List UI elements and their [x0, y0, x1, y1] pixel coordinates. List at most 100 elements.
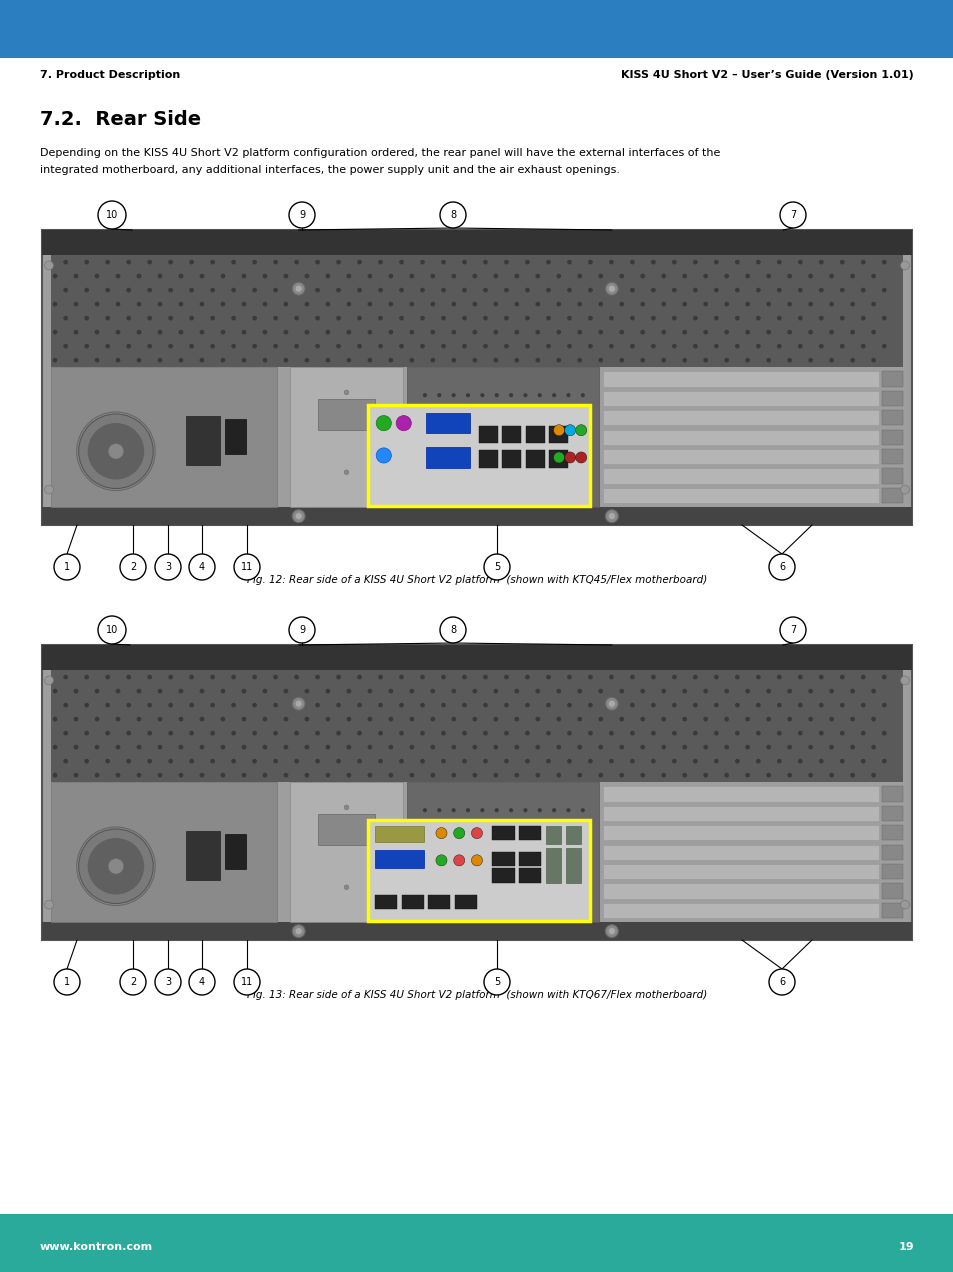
Circle shape — [870, 329, 875, 335]
Circle shape — [436, 828, 447, 838]
Circle shape — [388, 301, 393, 307]
Circle shape — [436, 855, 447, 866]
Bar — [375, 826, 423, 842]
Circle shape — [63, 259, 68, 265]
Circle shape — [482, 259, 487, 265]
Circle shape — [587, 674, 592, 679]
Circle shape — [252, 759, 256, 763]
Circle shape — [723, 357, 728, 363]
Circle shape — [744, 273, 749, 279]
Circle shape — [514, 688, 518, 693]
Circle shape — [84, 259, 89, 265]
Circle shape — [294, 287, 298, 293]
Circle shape — [136, 716, 141, 721]
Circle shape — [580, 435, 584, 439]
Circle shape — [356, 315, 361, 321]
Circle shape — [98, 201, 126, 229]
Circle shape — [849, 688, 854, 693]
Circle shape — [500, 457, 505, 460]
Circle shape — [430, 301, 435, 307]
Circle shape — [120, 969, 146, 995]
Circle shape — [63, 731, 68, 735]
Circle shape — [451, 357, 456, 363]
Circle shape — [154, 969, 181, 995]
Circle shape — [344, 469, 349, 474]
Circle shape — [479, 808, 484, 813]
Bar — [882, 410, 902, 425]
Circle shape — [702, 301, 707, 307]
Circle shape — [618, 273, 623, 279]
Circle shape — [671, 343, 676, 349]
Circle shape — [797, 731, 801, 735]
Circle shape — [136, 329, 141, 335]
Circle shape — [552, 393, 556, 397]
Circle shape — [566, 259, 571, 265]
Bar — [549, 426, 567, 444]
Circle shape — [529, 871, 534, 875]
Circle shape — [220, 357, 225, 363]
Circle shape — [252, 343, 256, 349]
Circle shape — [409, 357, 414, 363]
Circle shape — [294, 513, 302, 520]
Circle shape — [325, 329, 330, 335]
Circle shape — [564, 452, 575, 463]
Circle shape — [262, 301, 267, 307]
Circle shape — [472, 357, 476, 363]
Circle shape — [776, 702, 781, 707]
Circle shape — [629, 759, 634, 763]
Circle shape — [523, 393, 527, 397]
Circle shape — [84, 674, 89, 679]
Circle shape — [356, 702, 361, 707]
Circle shape — [409, 745, 414, 749]
Circle shape — [702, 273, 707, 279]
Circle shape — [566, 477, 570, 481]
Circle shape — [535, 688, 539, 693]
Circle shape — [136, 745, 141, 749]
Circle shape — [375, 416, 391, 431]
Circle shape — [572, 415, 577, 418]
Bar — [368, 404, 590, 506]
Circle shape — [900, 675, 908, 684]
Circle shape — [377, 731, 382, 735]
Circle shape — [45, 261, 53, 270]
Circle shape — [671, 287, 676, 293]
Circle shape — [587, 702, 592, 707]
Circle shape — [241, 301, 246, 307]
Circle shape — [524, 315, 529, 321]
Circle shape — [828, 357, 833, 363]
Circle shape — [94, 301, 99, 307]
Circle shape — [577, 745, 581, 749]
Circle shape — [105, 343, 110, 349]
Bar — [185, 416, 220, 466]
Circle shape — [241, 357, 246, 363]
Circle shape — [157, 273, 162, 279]
Circle shape — [199, 745, 204, 749]
Circle shape — [451, 435, 456, 439]
Bar — [882, 845, 902, 860]
Circle shape — [503, 731, 508, 735]
Circle shape — [346, 745, 351, 749]
Circle shape — [639, 301, 644, 307]
Circle shape — [608, 674, 613, 679]
Circle shape — [828, 716, 833, 721]
Circle shape — [78, 829, 153, 903]
Circle shape — [367, 745, 372, 749]
Circle shape — [566, 759, 571, 763]
Bar — [525, 450, 544, 468]
Circle shape — [443, 913, 447, 917]
Circle shape — [73, 301, 78, 307]
Circle shape — [786, 773, 791, 777]
Circle shape — [692, 259, 697, 265]
Circle shape — [451, 892, 456, 897]
Text: 6: 6 — [778, 977, 784, 987]
Bar — [882, 786, 902, 801]
Text: www.kontron.com: www.kontron.com — [40, 1241, 153, 1252]
Circle shape — [605, 697, 618, 710]
Circle shape — [650, 702, 655, 707]
Circle shape — [723, 329, 728, 335]
Circle shape — [314, 731, 319, 735]
Bar — [455, 894, 476, 908]
Circle shape — [52, 773, 57, 777]
Circle shape — [500, 499, 505, 502]
Circle shape — [556, 773, 560, 777]
